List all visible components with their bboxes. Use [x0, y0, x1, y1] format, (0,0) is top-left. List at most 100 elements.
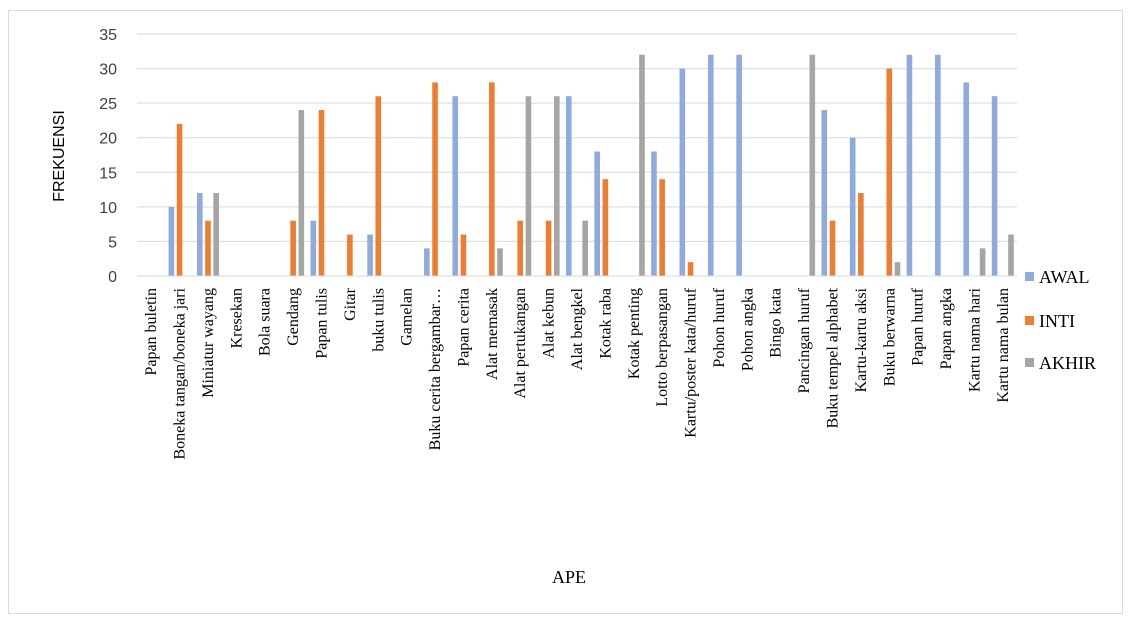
bar-awal	[424, 248, 430, 276]
bar-awal	[821, 110, 828, 276]
x-tick-label: buku tulis	[370, 288, 387, 352]
bar-inti	[602, 179, 609, 276]
bar-awal	[991, 96, 998, 276]
bar-awal	[310, 220, 317, 276]
bar-akhir	[497, 248, 503, 276]
bar-inti	[432, 82, 438, 277]
bar-inti	[460, 234, 467, 276]
bar-inti	[545, 220, 552, 276]
legend-label: AKHIR	[1039, 353, 1096, 373]
bar-awal	[566, 96, 572, 276]
bar-awal	[906, 54, 913, 276]
bar-awal	[963, 82, 970, 277]
bar-inti	[659, 179, 665, 276]
x-tick-label: Lotto berpasangan	[654, 288, 671, 407]
x-tick-label: Buku tempel alphabet	[824, 287, 841, 428]
x-tick-label: Kotak penting	[626, 288, 643, 379]
y-tick-label: 30	[99, 62, 117, 79]
legend-label: INTI	[1039, 311, 1075, 331]
bar-akhir	[894, 262, 901, 276]
bar-inti	[829, 220, 836, 276]
x-tick-label: Papan angka	[938, 288, 955, 369]
bar-awal	[651, 151, 657, 276]
bar-akhir	[1008, 234, 1014, 276]
bar-awal	[452, 96, 459, 276]
x-tick-label: Kartu nama bulan	[995, 288, 1012, 403]
legend-label: AWAL	[1039, 267, 1090, 287]
x-tick-label: Alat bengkel	[569, 287, 586, 370]
bar-inti	[858, 193, 864, 276]
bar-inti	[318, 110, 325, 276]
y-tick-label: 25	[99, 96, 117, 113]
x-tick-label: Boneka tangan/boneka jari	[172, 287, 189, 459]
bar-akhir	[525, 96, 532, 276]
x-tick-label: Pancingan huruf	[796, 287, 813, 393]
bar-inti	[375, 96, 382, 276]
x-tick-label: Bola suara	[257, 288, 274, 356]
legend-swatch-inti	[1025, 316, 1034, 325]
legend: AWAL INTI AKHIR	[1025, 267, 1096, 373]
y-axis-title: FREKUENSI	[51, 110, 68, 202]
x-tick-label: Alat kebun	[541, 288, 558, 359]
y-tick-label: 35	[99, 27, 117, 44]
bar-akhir	[809, 54, 816, 276]
x-tick-label: Papan huruf	[910, 287, 927, 365]
y-tick-label: 0	[108, 269, 117, 286]
x-tick-label: Kartu/poster kata/huruf	[683, 287, 700, 437]
bar-akhir	[213, 193, 219, 276]
y-tick-label: 20	[99, 131, 117, 148]
bar-inti	[176, 123, 183, 276]
x-tick-label: Kartu nama hari	[966, 287, 983, 392]
bar-inti	[489, 82, 495, 277]
bar-akhir	[639, 54, 645, 276]
chart-frame: 0 5 10 15 20 25 30 35 Papan buletin Boneka tanga…	[8, 10, 1123, 614]
x-tick-label: Alat memasak	[484, 288, 501, 380]
bar-akhir	[979, 248, 986, 276]
y-tick-label: 10	[99, 200, 117, 217]
x-tick-label: Papan buletin	[143, 288, 160, 376]
x-tick-label: Gendang	[285, 288, 302, 346]
bar-inti	[205, 220, 211, 276]
x-tick-label: Pohon huruf	[711, 287, 728, 367]
y-tick-label: 5	[108, 234, 117, 251]
bar-akhir	[554, 96, 560, 276]
x-tick-label: Kartu-kartu aksi	[853, 287, 870, 392]
x-tick-label: Miniatur wayang	[200, 288, 217, 398]
x-tick-label: Papan cerita	[455, 288, 472, 367]
bar-inti	[886, 68, 893, 276]
bar-inti	[517, 220, 524, 276]
bar-awal	[679, 68, 686, 276]
bar-awal	[367, 234, 373, 276]
x-tick-label: Gitar	[342, 287, 359, 321]
x-axis-title: APE	[552, 567, 586, 587]
bar-awal	[707, 54, 714, 276]
bar-awal	[736, 54, 742, 276]
bar-awal	[935, 54, 941, 276]
bar-awal	[168, 206, 175, 276]
bars	[168, 54, 1014, 277]
legend-swatch-awal	[1025, 272, 1034, 281]
x-tick-label: Buku berwarna	[881, 288, 898, 386]
bar-inti	[687, 262, 694, 276]
bar-chart: 0 5 10 15 20 25 30 35 Papan buletin Boneka tanga…	[51, 27, 1096, 587]
bar-akhir	[582, 220, 588, 276]
bar-awal	[849, 137, 856, 276]
y-axis-ticks: 0 5 10 15 20 25 30 35	[99, 27, 117, 286]
legend-swatch-akhir	[1025, 358, 1034, 367]
bar-awal	[594, 151, 600, 276]
x-tick-label: Gamelan	[399, 288, 416, 346]
gridlines	[137, 33, 1017, 242]
x-tick-label: Papan tulis	[314, 288, 331, 359]
bar-awal	[196, 193, 203, 276]
y-tick-label: 15	[99, 165, 117, 182]
x-tick-label: Buku cerita bergambar…	[427, 288, 444, 450]
bar-inti	[347, 234, 353, 276]
x-tick-label: Kresekan	[228, 288, 245, 348]
x-tick-label: Bingo kata	[768, 288, 785, 358]
x-tick-label: Pohon angka	[739, 288, 756, 371]
x-axis-category-labels: Papan buletin Boneka tangan/boneka jari Mi…	[143, 287, 1012, 459]
x-tick-label: Kotak raba	[597, 288, 614, 359]
x-tick-label: Alat pertukangan	[512, 288, 529, 399]
bar-inti	[290, 220, 296, 276]
bar-akhir	[298, 110, 305, 276]
